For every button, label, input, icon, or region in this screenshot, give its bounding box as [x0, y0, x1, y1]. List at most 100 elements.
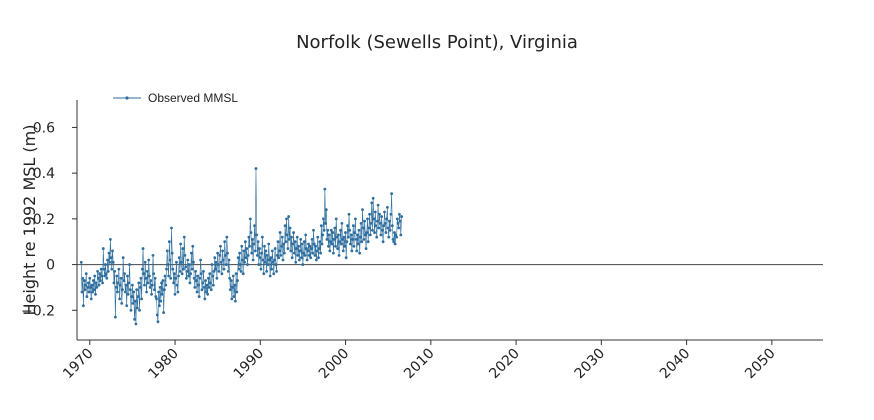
data-point [287, 238, 291, 241]
data-point [121, 256, 125, 260]
data-point [225, 235, 229, 239]
data-point [230, 297, 234, 301]
series-line [80, 168, 402, 325]
data-point [219, 260, 223, 264]
data-point [226, 270, 230, 273]
data-point [395, 235, 398, 239]
data-point [395, 217, 399, 221]
data-point [162, 288, 166, 292]
data-point [260, 235, 264, 239]
data-point [377, 226, 381, 230]
data-point [294, 260, 298, 264]
data-point [282, 242, 286, 246]
data-point [308, 244, 312, 248]
data-point [193, 286, 197, 289]
data-point [223, 240, 227, 244]
data-point [128, 288, 132, 292]
data-point [381, 240, 385, 244]
data-point [344, 256, 348, 260]
data-point [361, 226, 365, 230]
data-point [321, 233, 325, 237]
x-tick-label: 1980 [145, 346, 182, 383]
data-point [380, 228, 384, 232]
data-point [265, 254, 269, 257]
data-point [162, 311, 166, 314]
data-point [246, 254, 250, 257]
data-point [398, 212, 401, 216]
data-point [352, 244, 356, 248]
data-point [213, 256, 217, 260]
data-point [138, 308, 141, 312]
data-point [238, 263, 242, 266]
data-point [167, 274, 171, 278]
data-point [373, 231, 376, 234]
y-tick-label: 0.2 [33, 212, 55, 228]
data-point [258, 247, 261, 250]
data-point [255, 233, 259, 237]
data-point [167, 240, 171, 244]
data-point [94, 281, 98, 285]
x-tick-label: 2020 [486, 346, 523, 383]
data-point [367, 226, 371, 230]
axes: −0.2 0 0.2 0.4 0.6 1970 1980 1990 2000 2010 2020 20… [21, 100, 823, 382]
data-point [226, 251, 229, 255]
data-point [333, 226, 337, 230]
data-point [269, 256, 273, 260]
data-point [102, 267, 106, 271]
data-point [111, 249, 114, 253]
data-point [264, 249, 268, 253]
data-point [307, 254, 311, 257]
data-point [153, 276, 157, 280]
data-point [322, 217, 325, 221]
data-point [96, 276, 100, 280]
data-point [323, 187, 327, 191]
data-point [221, 249, 224, 253]
data-point [263, 244, 266, 248]
x-tick-label: 2000 [316, 346, 353, 383]
data-point [83, 288, 87, 292]
data-point [113, 270, 117, 273]
data-point [383, 210, 386, 214]
data-point [234, 272, 238, 276]
data-point [266, 263, 270, 266]
data-point [349, 233, 353, 237]
data-point [241, 272, 245, 276]
data-point [175, 283, 179, 287]
data-point [287, 215, 291, 218]
data-point [267, 242, 271, 246]
data-point [279, 254, 283, 257]
data-point [198, 276, 202, 280]
data-point [157, 290, 161, 294]
data-point [88, 276, 92, 280]
data-point [206, 292, 210, 296]
data-point [176, 290, 180, 294]
data-point [260, 251, 264, 255]
data-point [322, 228, 326, 232]
data-point [182, 267, 185, 271]
data-point [147, 258, 151, 262]
data-point [106, 258, 109, 262]
data-point [306, 249, 310, 253]
data-point [205, 283, 209, 287]
data-point [197, 283, 200, 287]
data-point [122, 279, 126, 282]
data-point [154, 295, 158, 298]
y-tick-label: −0.2 [21, 303, 55, 319]
data-point [130, 295, 134, 298]
data-point [390, 224, 394, 228]
data-point [343, 244, 347, 248]
data-point [109, 256, 113, 260]
data-point [309, 247, 313, 250]
data-point [246, 263, 249, 266]
data-point [150, 292, 153, 296]
data-point [164, 283, 168, 287]
data-point [301, 263, 305, 266]
data-point [290, 256, 294, 260]
data-point [127, 281, 131, 285]
data-point [400, 215, 403, 218]
data-point [258, 256, 262, 260]
data-point [347, 212, 351, 216]
data-point [183, 254, 187, 257]
data-point [140, 267, 144, 271]
data-point [215, 276, 219, 280]
